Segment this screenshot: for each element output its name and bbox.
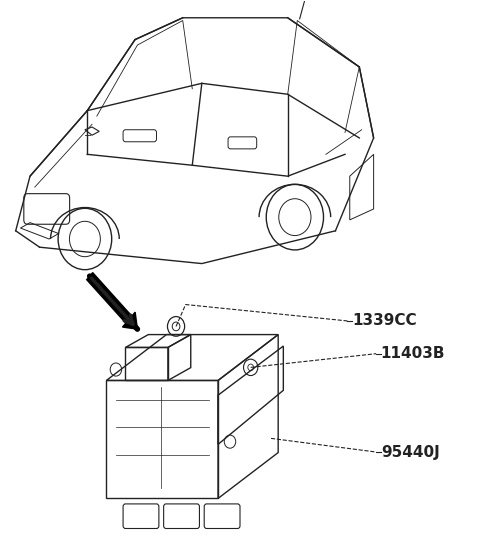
Text: 95440J: 95440J [381,445,440,460]
FancyArrow shape [87,273,137,329]
Text: 11403B: 11403B [381,346,445,361]
Text: 1339CC: 1339CC [352,313,417,328]
